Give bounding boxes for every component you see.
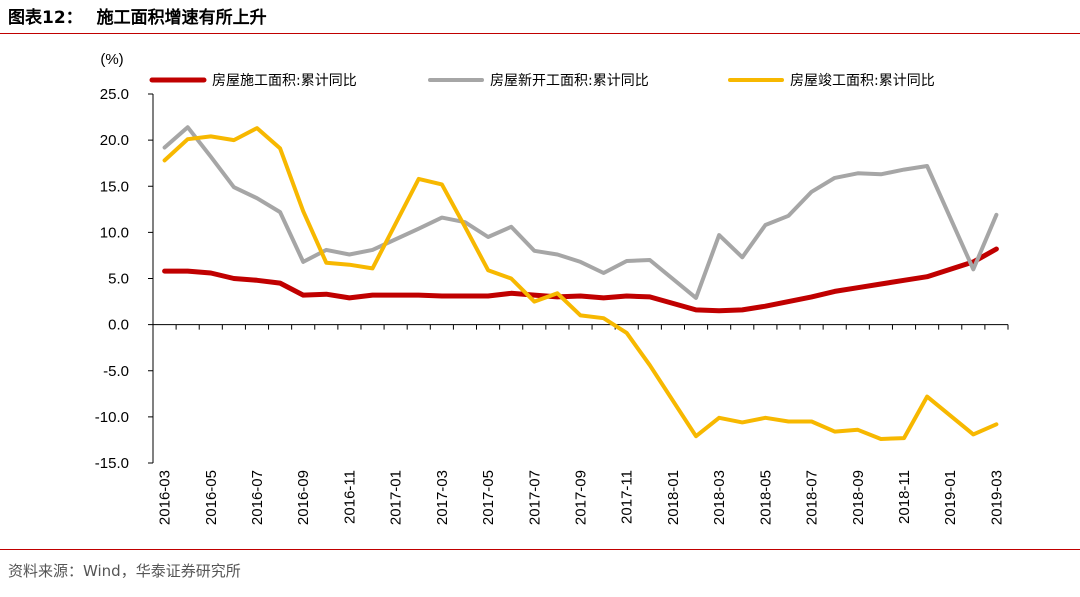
x-tick-label: 2018-05	[757, 470, 774, 525]
title-divider	[0, 33, 1080, 34]
x-axis: 2016-03 2016-05 2016-07 2016-09 2016-11 2017-…	[152, 324, 1009, 525]
y-tick-label: 25.0	[100, 86, 129, 103]
legend-label-2: 房屋新开工面积:累计同比	[490, 73, 649, 89]
x-tick-label: 2016-11	[341, 470, 358, 524]
x-tick-label: 2018-09	[850, 470, 867, 525]
y-tick-label: 20.0	[100, 132, 129, 149]
series-line-1	[162, 246, 999, 314]
x-tick-label: 2016-07	[249, 470, 266, 525]
figure-label: 图表12：	[8, 8, 83, 28]
series-lines	[162, 125, 999, 441]
x-tick-label: 2019-01	[942, 470, 959, 525]
y-tick-label: -10.0	[95, 409, 129, 426]
x-tick-label: 2018-01	[665, 470, 682, 525]
x-tick-label: 2017-07	[526, 470, 543, 525]
x-tick-label: 2019-03	[988, 470, 1005, 525]
x-tick-label: 2017-01	[388, 470, 405, 525]
x-tick-label: 2018-11	[896, 470, 913, 524]
series-line-3	[162, 126, 999, 441]
series-line-2	[162, 125, 999, 300]
y-tick-label: 5.0	[108, 271, 129, 288]
legend-label-3: 房屋竣工面积:累计同比	[790, 73, 935, 89]
legend: 房屋施工面积:累计同比 房屋新开工面积:累计同比 房屋竣工面积:累计同比	[149, 73, 935, 89]
x-tick-label: 2017-03	[434, 470, 451, 525]
x-tick-label: 2017-05	[480, 470, 497, 525]
source-note: 资料来源：Wind，华泰证券研究所	[8, 562, 241, 580]
figure-title-text: 施工面积增速有所上升	[96, 8, 267, 28]
y-tick-label: 10.0	[100, 224, 129, 241]
y-tick-label: 15.0	[100, 178, 129, 195]
x-tick-label: 2016-05	[203, 470, 220, 525]
y-tick-label: -15.0	[95, 455, 129, 472]
y-unit-label: (%)	[100, 51, 123, 68]
x-tick-label: 2016-03	[157, 470, 174, 525]
y-tick-label: 0.0	[108, 317, 129, 334]
x-tick-label: 2017-09	[573, 470, 590, 525]
footer-divider	[0, 549, 1080, 550]
y-axis: 25.0 20.0 15.0 10.0 5.0 0.0 -5.0 -10.0 -15.0	[95, 86, 154, 472]
x-tick-label: 2017-11	[619, 470, 636, 524]
x-tick-label: 2018-07	[804, 470, 821, 525]
legend-label-1: 房屋施工面积:累计同比	[212, 73, 357, 89]
x-tick-label: 2016-09	[295, 470, 312, 525]
x-tick-label: 2018-03	[711, 470, 728, 525]
y-tick-label: -5.0	[103, 363, 129, 380]
figure-title: 图表12： 施工面积增速有所上升	[8, 4, 267, 32]
